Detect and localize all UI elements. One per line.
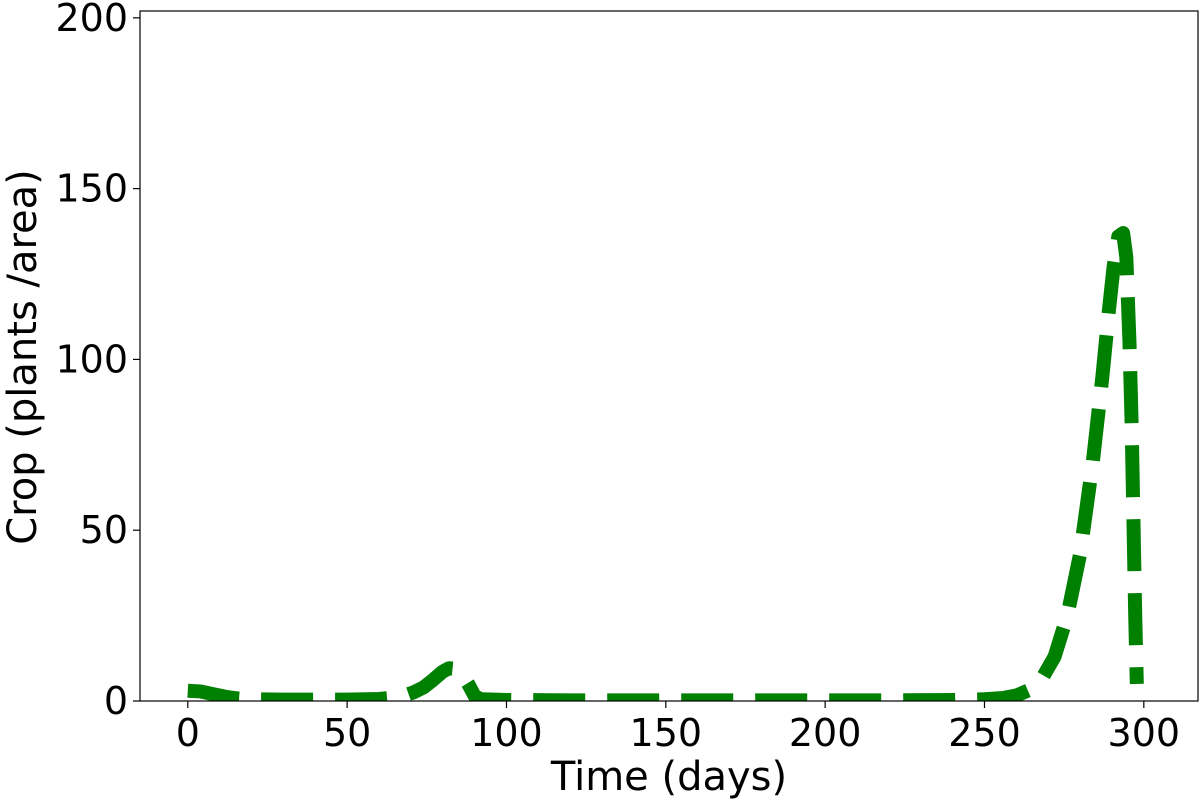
x-tick-label: 150 [630,711,703,755]
y-tick-label: 0 [104,679,128,723]
y-axis-label: Crop (plants /area) [0,169,46,545]
x-tick-label: 250 [948,711,1021,755]
x-tick-label: 200 [789,711,862,755]
y-tick-label: 50 [80,508,128,552]
plot-area [187,226,1144,701]
x-tick-label: 300 [1108,711,1181,755]
y-tick-label: 100 [55,337,128,381]
x-axis-label: Time (days) [550,754,787,800]
x-tick-label: 100 [470,711,543,755]
axes: 0 50 100 150 200 250 300 0 50 100 150 200 [55,0,1199,755]
crop-series-line [187,226,1144,701]
plot-frame [139,10,1199,702]
x-tick-label: 0 [176,711,200,755]
y-tick-label: 200 [55,0,128,40]
x-tick-label: 50 [323,711,371,755]
y-tick-label: 150 [55,167,128,211]
